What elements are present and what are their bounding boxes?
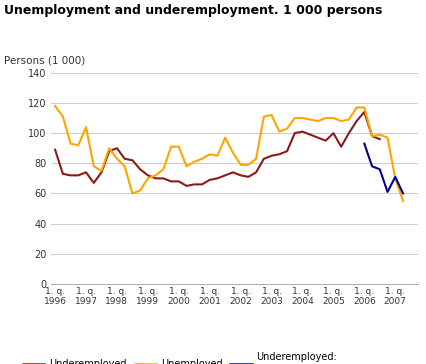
Legend: Underemployed, Unemployed, Underemployed:
Corrected figures: Underemployed, Unemployed, Underemployed… <box>23 352 340 364</box>
Text: Unemployment and underemployment. 1 000 persons: Unemployment and underemployment. 1 000 … <box>4 4 382 17</box>
Text: Persons (1 000): Persons (1 000) <box>4 56 85 66</box>
